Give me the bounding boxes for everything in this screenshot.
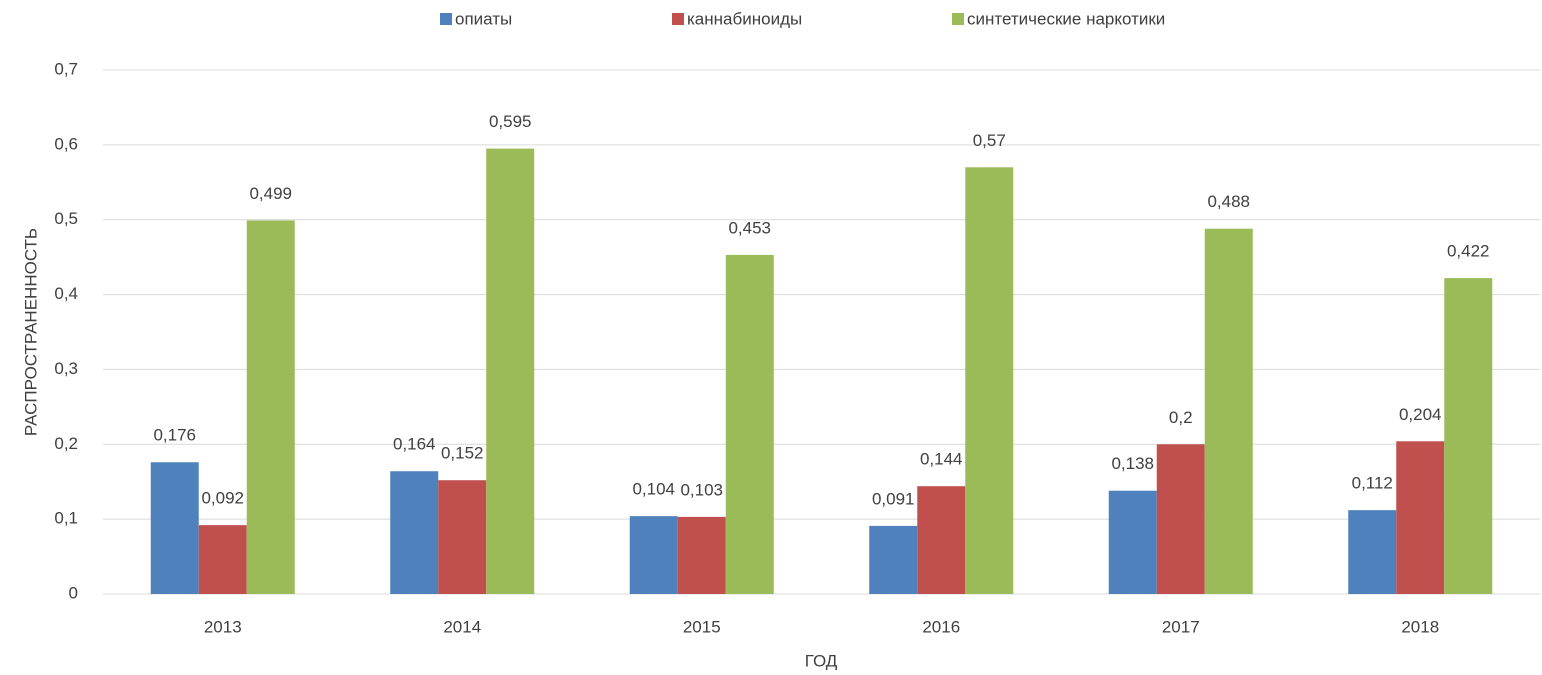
data-label: 0,57 (973, 131, 1006, 150)
bar (1348, 510, 1397, 594)
bar (725, 254, 774, 594)
x-tick-label: 2013 (204, 617, 242, 636)
data-label: 0,092 (201, 489, 244, 508)
bar (1156, 444, 1205, 594)
data-label: 0,204 (1399, 405, 1442, 424)
x-tick-label: 2017 (1162, 617, 1200, 636)
y-axis-label: РАСПРОСТРАНЕННОСТЬ (21, 228, 40, 436)
data-label: 0,144 (920, 450, 963, 469)
data-label: 0,176 (153, 426, 196, 445)
bar (869, 525, 918, 594)
y-tick-label: 0,5 (54, 209, 78, 228)
y-tick-label: 0,1 (54, 509, 78, 528)
bar (1444, 278, 1493, 594)
data-label: 0,138 (1111, 454, 1154, 473)
legend-swatch (440, 13, 452, 25)
data-label: 0,104 (632, 480, 675, 499)
y-tick-label: 0,4 (54, 284, 78, 303)
bar (1108, 490, 1157, 594)
data-label: 0,112 (1352, 474, 1393, 493)
bar (150, 462, 199, 594)
bar (965, 167, 1014, 595)
y-tick-label: 0 (69, 583, 78, 602)
legend-swatch (952, 13, 964, 25)
bar (246, 220, 295, 594)
data-label: 0,453 (728, 218, 771, 237)
bar (1204, 228, 1253, 594)
y-tick-label: 0,7 (54, 59, 78, 78)
bar (198, 525, 247, 594)
bar (1396, 441, 1445, 594)
data-label: 0,164 (393, 435, 436, 454)
data-label: 0,103 (680, 480, 723, 499)
x-tick-label: 2014 (443, 617, 481, 636)
y-tick-label: 0,2 (54, 434, 78, 453)
x-tick-label: 2015 (683, 617, 721, 636)
y-tick-label: 0,6 (54, 134, 78, 153)
x-tick-label: 2016 (922, 617, 960, 636)
legend-label: опиаты (455, 9, 512, 28)
legend-swatch (672, 13, 684, 25)
bar (629, 516, 678, 594)
data-label: 0,091 (872, 489, 915, 508)
x-axis-label: ГОД (805, 651, 838, 670)
y-tick-label: 0,3 (54, 359, 78, 378)
bar (486, 148, 535, 594)
data-label: 0,488 (1207, 192, 1250, 211)
bar (677, 516, 726, 594)
bar (917, 486, 966, 594)
data-label: 0,499 (249, 184, 292, 203)
legend-label: синтетические наркотики (967, 9, 1165, 28)
data-label: 0,422 (1447, 242, 1490, 261)
legend-label: каннабиноиды (687, 9, 802, 28)
data-label: 0,152 (441, 444, 484, 463)
bar (390, 471, 439, 594)
bar (438, 480, 487, 594)
data-label: 0,2 (1169, 408, 1193, 427)
data-label: 0,595 (489, 112, 532, 131)
x-tick-label: 2018 (1401, 617, 1439, 636)
